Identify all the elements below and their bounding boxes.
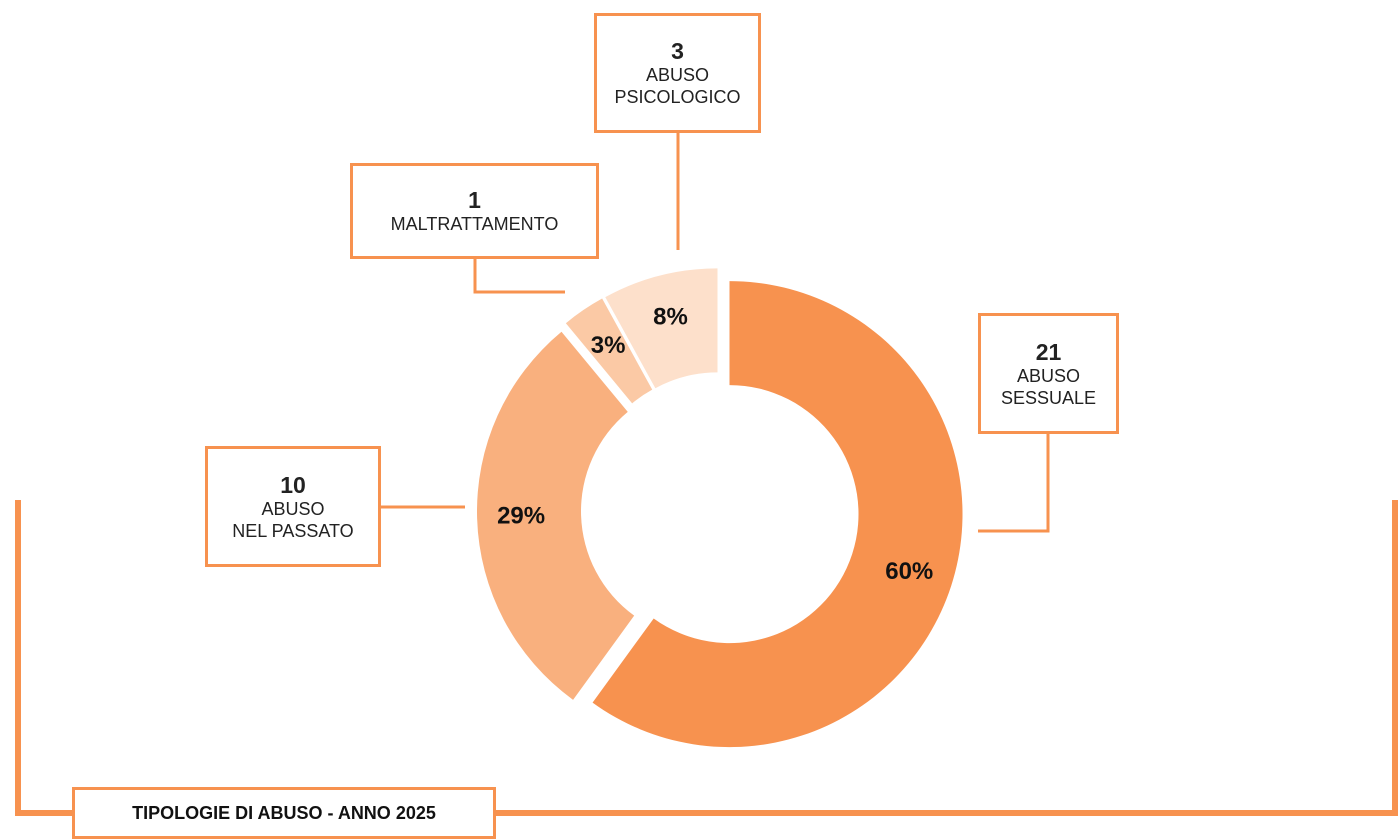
callout-count: 1 <box>468 187 481 213</box>
callout-count: 10 <box>280 471 306 498</box>
connectors <box>380 132 1050 533</box>
callout-count: 21 <box>1035 338 1062 365</box>
donut-slice <box>477 331 635 700</box>
slice-label: 29% <box>497 503 545 530</box>
connector <box>473 258 565 294</box>
chart-title: TIPOLOGIE DI ABUSO - ANNO 2025 <box>72 787 496 839</box>
slice-label: 60% <box>885 558 933 585</box>
donut-slice <box>565 298 653 404</box>
donut-slice <box>605 268 718 389</box>
callout-label: ABUSO NEL PASSATO <box>232 498 354 541</box>
frame <box>15 500 1398 816</box>
callout-label: MALTRATTAMENTO <box>390 214 559 234</box>
callout: 21 ABUSO SESSUALE <box>978 313 1119 434</box>
callout-label: ABUSO SESSUALE <box>1000 365 1097 408</box>
slice-label: 3% <box>591 332 626 359</box>
callout-label: ABUSO PSICOLOGICO <box>614 65 741 107</box>
connector <box>978 433 1050 533</box>
slice-label: 8% <box>653 304 688 331</box>
callout: 1 MALTRATTAMENTO <box>350 163 599 259</box>
callout: 10 ABUSO NEL PASSATO <box>205 446 381 567</box>
callout: 3 ABUSO PSICOLOGICO <box>594 13 761 133</box>
donut-slice <box>592 281 963 748</box>
callout-count: 3 <box>671 38 684 64</box>
